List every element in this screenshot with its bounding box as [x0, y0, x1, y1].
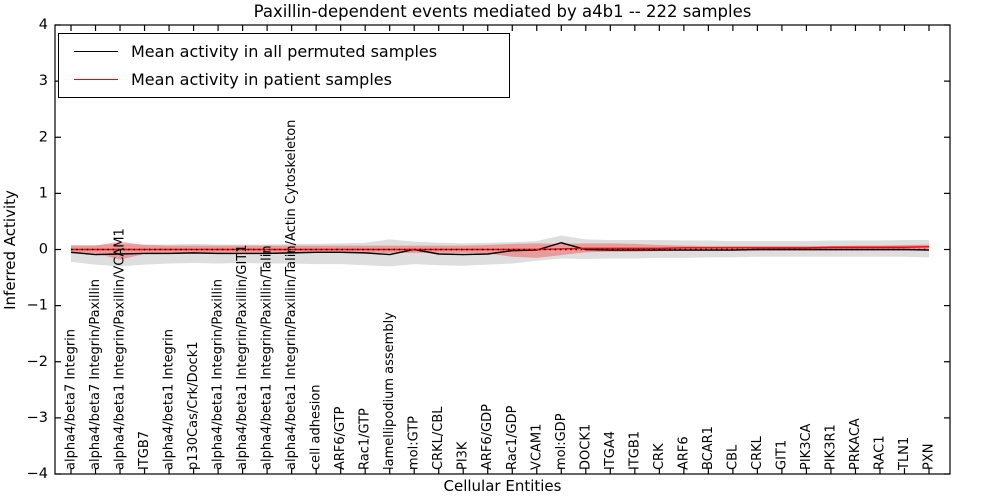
x-tick-label: CRKL/CBL — [431, 406, 446, 470]
x-tick-label: VCAM1 — [529, 424, 544, 470]
x-axis-label: Cellular Entities — [443, 477, 562, 495]
gray-confidence-band — [71, 235, 929, 267]
x-tick-label: GIT1 — [774, 440, 789, 470]
x-tick-label: cell adhesion — [309, 384, 324, 470]
legend-label-permuted: Mean activity in all permuted samples — [131, 42, 438, 62]
x-tick-label: alpha4/beta1 Integrin/Paxillin/Talin — [260, 245, 275, 470]
x-tick-label: DOCK1 — [578, 424, 593, 470]
x-tick-label: ITGA4 — [603, 431, 618, 470]
x-tick-label: PIK3CA — [799, 423, 814, 470]
x-tick-label: mol:GTP — [407, 416, 422, 470]
x-tick-label: p130Cas/Crk/Dock1 — [186, 341, 201, 470]
x-tick-label: alpha4/beta1 Integrin — [162, 329, 177, 470]
x-tick-label: PRKACA — [848, 418, 863, 470]
x-tick-label: lamellipodium assembly — [382, 312, 397, 470]
x-tick-label: ITGB7 — [137, 431, 152, 470]
x-tick-label: CRKL — [750, 435, 765, 470]
legend-item-permuted: Mean activity in all permuted samples — [59, 42, 509, 61]
x-tick-label: PIK3R1 — [823, 424, 838, 470]
x-tick-label: alpha4/beta1 Integrin/Paxillin/VCAM1 — [113, 228, 128, 470]
patient-mean-line — [71, 245, 930, 251]
x-tick-label: alpha4/beta7 Integrin — [64, 329, 79, 470]
x-tick-label: ARF6 — [676, 436, 691, 470]
x-tick-label: ARF6/GDP — [480, 404, 495, 470]
legend-line-permuted-icon — [74, 51, 118, 53]
permuted-mean-line — [70, 242, 930, 256]
x-tick-label: ARF6/GTP — [333, 406, 348, 470]
y-tick-label: 1 — [39, 185, 48, 201]
red-confidence-band — [71, 241, 929, 260]
x-tick-label: alpha4/beta1 Integrin/Paxillin/Talin/Act… — [284, 120, 299, 470]
y-tick-label: −3 — [27, 410, 48, 426]
y-tick-label: 3 — [39, 73, 48, 89]
y-tick-label: 2 — [39, 129, 48, 145]
chart-title: Paxillin-dependent events mediated by a4… — [253, 2, 752, 21]
x-tick-label: alpha4/beta1 Integrin/Paxillin/GIT1 — [235, 244, 250, 470]
x-tick-label: CBL — [725, 444, 740, 470]
y-tick-label: −4 — [27, 466, 48, 482]
legend-line-patient-icon — [74, 78, 118, 80]
y-axis-label: Inferred Activity — [1, 190, 19, 310]
x-tick-label: ITGB1 — [627, 431, 642, 470]
x-tick-label: TLN1 — [897, 437, 912, 471]
x-tick-label: Rac1/GTP — [358, 408, 373, 470]
legend-label-patient: Mean activity in patient samples — [131, 69, 392, 89]
y-tick-label: 4 — [39, 17, 48, 33]
x-tick-label: mol:GDP — [554, 413, 569, 470]
x-tick-label: alpha4/beta7 Integrin/Paxillin — [88, 279, 103, 470]
x-tick-label: BCAR1 — [701, 426, 716, 470]
x-tick-label: alpha4/beta1 Integrin/Paxillin — [211, 279, 226, 470]
y-tick-label: 0 — [39, 242, 48, 258]
x-tick-label: PI3K — [456, 441, 471, 470]
x-tick-label: PXN — [922, 444, 937, 470]
x-tick-label: CRK — [652, 443, 667, 470]
y-tick-label: −2 — [27, 354, 48, 370]
y-tick-label: −1 — [27, 298, 48, 314]
legend: Mean activity in all permuted samples Me… — [58, 33, 510, 98]
legend-item-patient: Mean activity in patient samples — [59, 70, 509, 89]
x-tick-label: RAC1 — [872, 435, 887, 470]
x-tick-label: Rac1/GDP — [505, 405, 520, 470]
